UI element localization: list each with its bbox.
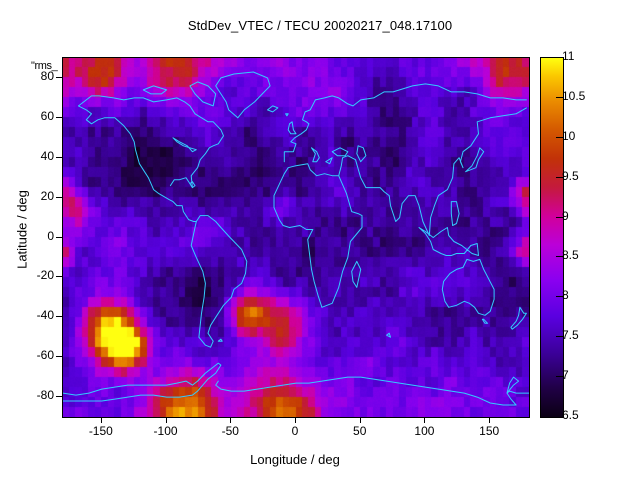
map-plot-area[interactable] — [62, 57, 530, 418]
coastline-path — [482, 319, 487, 323]
x-tick-mark — [166, 417, 167, 423]
coastline-path — [326, 158, 332, 164]
y-tick-label: -40 — [36, 308, 54, 323]
x-axis-label: Longitude / deg — [250, 452, 340, 467]
x-tick-label: -150 — [88, 424, 113, 438]
colorbar-tick-label: 7.5 — [562, 328, 579, 343]
y-tick-mark — [56, 356, 62, 357]
y-tick-label: 60 — [40, 108, 54, 123]
coastline-path — [63, 363, 221, 401]
coastline-overlay — [63, 58, 529, 417]
coastline-path — [79, 96, 224, 188]
coastline-path — [268, 106, 278, 112]
stray-label-artifact: "rms_ — [31, 60, 58, 72]
coastline-path — [284, 84, 526, 162]
x-tick-mark — [295, 417, 296, 423]
coastline-path — [190, 82, 216, 106]
y-tick-mark — [56, 237, 62, 238]
y-tick-label: 0 — [47, 228, 54, 243]
x-tick-label: -100 — [153, 424, 178, 438]
colorbar-gradient — [541, 58, 563, 417]
coastline-path — [387, 333, 391, 337]
x-tick-mark — [424, 417, 425, 423]
y-tick-mark — [56, 396, 62, 397]
coastline-path — [191, 216, 247, 348]
y-tick-mark — [56, 197, 62, 198]
y-tick-mark — [56, 117, 62, 118]
colorbar-tick-label: 10.5 — [562, 88, 586, 103]
colorbar-tick-label: 10 — [562, 128, 576, 143]
heatmap-grain-layer — [63, 58, 529, 417]
x-tick-mark — [101, 417, 102, 423]
colorbar-tick-mark — [556, 336, 563, 337]
colorbar-tick-mark — [556, 296, 563, 297]
x-tick-label: 100 — [414, 424, 435, 438]
y-tick-label: -80 — [36, 388, 54, 403]
x-tick-mark — [489, 417, 490, 423]
coastline-path — [216, 377, 529, 405]
colorbar-tick-mark — [556, 177, 563, 178]
coastline-path — [451, 202, 459, 226]
coastline-path — [216, 72, 270, 118]
coastline-path — [511, 307, 527, 329]
y-tick-mark — [56, 157, 62, 158]
colorbar-tick-label: 7 — [562, 368, 569, 383]
colorbar-tick-mark — [556, 376, 563, 377]
coastline-path — [173, 138, 196, 152]
coastline-path — [218, 339, 222, 341]
coastline-path — [442, 259, 494, 315]
coastline-path — [288, 122, 296, 134]
x-tick-label: 50 — [353, 424, 367, 438]
coastline-path — [332, 148, 348, 156]
coastline-path — [466, 148, 484, 172]
coastline-path — [357, 146, 366, 162]
colorbar-tick-mark — [556, 217, 563, 218]
colorbar-tick-mark — [556, 137, 563, 138]
colorbar — [540, 57, 564, 418]
colorbar-tick-label: 8.5 — [562, 248, 579, 263]
x-tick-label: 0 — [291, 424, 299, 438]
coastline-path — [507, 377, 519, 393]
colorbar-tick-mark — [556, 97, 563, 98]
x-tick-label: 150 — [479, 424, 500, 438]
colorbar-tick-label: 8 — [562, 288, 569, 303]
coastline-path — [190, 182, 195, 188]
y-tick-label: 40 — [40, 148, 54, 163]
colorbar-tick-label: 9.5 — [562, 168, 579, 183]
y-tick-mark — [56, 276, 62, 277]
y-axis-label: Latitude / deg — [14, 190, 30, 269]
x-tick-label: -50 — [221, 424, 239, 438]
colorbar-tick-label: 6.5 — [562, 408, 579, 422]
y-tick-mark — [56, 77, 62, 78]
coastline-path — [274, 164, 362, 308]
coastline-path — [352, 261, 361, 287]
y-tick-mark — [56, 316, 62, 317]
colorbar-tick-mark — [556, 256, 563, 257]
coastline-path — [79, 106, 197, 222]
colorbar-tick-label: 9 — [562, 208, 569, 223]
y-tick-label: -60 — [36, 348, 54, 363]
y-tick-label: 20 — [40, 188, 54, 203]
figure-title: StdDev_VTEC / TECU 20020217_048.17100 — [187, 18, 453, 33]
coastline-path — [312, 148, 320, 162]
y-tick-label: -20 — [36, 268, 54, 283]
coastline-path — [419, 228, 479, 256]
x-tick-mark — [360, 417, 361, 423]
coastline-path — [286, 114, 289, 116]
x-tick-mark — [230, 417, 231, 423]
y-tick-label: 80 — [40, 68, 54, 83]
coastline-path — [339, 108, 527, 236]
colorbar-tick-label: 11 — [562, 49, 575, 63]
coastline-path — [143, 86, 166, 94]
